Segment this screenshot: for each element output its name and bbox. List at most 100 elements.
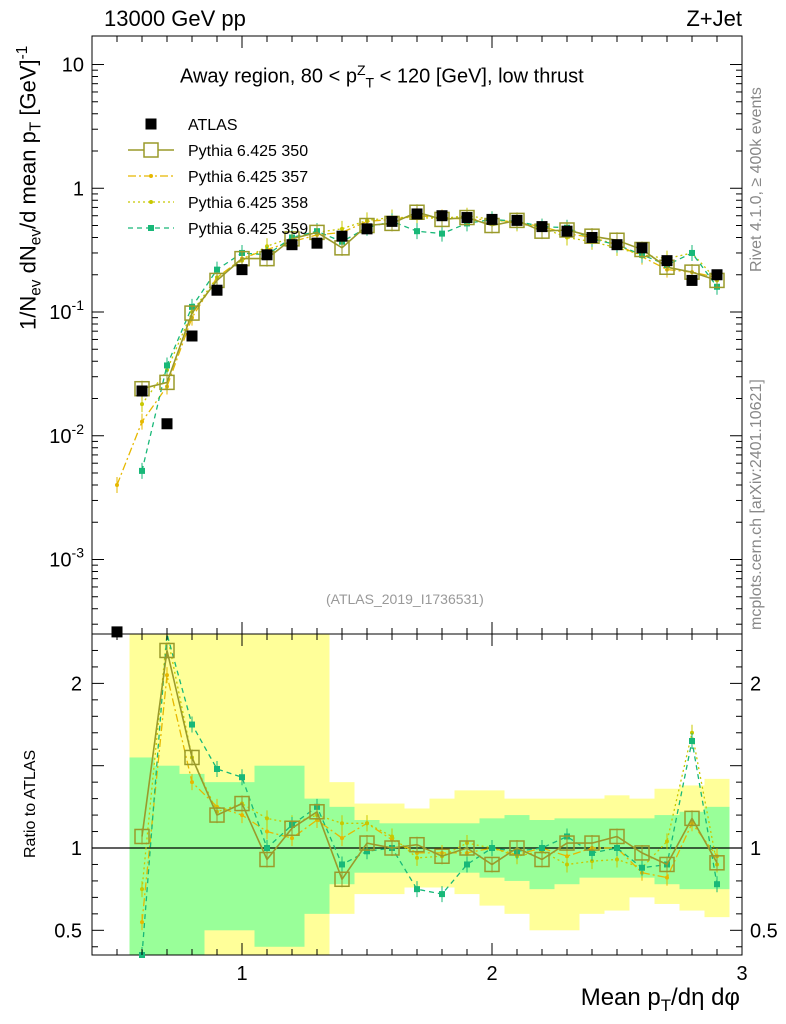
band-segment: [154, 765, 180, 955]
atlas-data-point: [511, 214, 523, 226]
legend: ATLAS Pythia 6.425 350 Pythia 6.425 357 Pyt…: [128, 117, 308, 238]
legend-atlas-label: ATLAS: [188, 117, 238, 134]
main-p350-marker: [559, 222, 575, 238]
ratio-p350-marker: [434, 848, 450, 864]
main-p359-marker: [689, 249, 695, 256]
ratio-p357-line: [141, 675, 718, 923]
main-p350-marker: [159, 374, 175, 391]
ratio-p359-marker: [214, 765, 220, 772]
ratio-p350-marker: [159, 642, 175, 659]
atlas-data-point: [236, 264, 248, 276]
ratio-p359-marker: [489, 845, 495, 851]
legend-p358-label: Pythia 6.425 358: [188, 195, 308, 212]
rivet-version-label: Rivet 4.1.0, ≥ 400k events: [748, 87, 765, 272]
main-p357-marker: [115, 482, 119, 487]
ratio-p350-marker: [284, 820, 300, 836]
main-p359-marker: [164, 362, 170, 369]
x-tick-label: 1: [236, 963, 247, 985]
atlas-data-point: [311, 237, 323, 249]
atlas-data-point: [411, 208, 423, 220]
atlas-data-point: [611, 239, 623, 251]
ratio-p357-marker: [665, 875, 669, 880]
legend-p350-label: Pythia 6.425 350: [188, 143, 308, 160]
ratio-p350-marker: [234, 795, 250, 812]
process-label: Z+Jet: [686, 6, 742, 31]
main-p359-line: [141, 218, 718, 472]
ratio-p350-marker: [209, 807, 225, 823]
main-p350-marker: [584, 228, 600, 244]
band-segment: [279, 765, 305, 947]
ratio-p359-marker: [189, 721, 195, 728]
ratio-p359-marker: [264, 845, 270, 851]
main-p358-line: [141, 215, 718, 405]
legend-p359-marker: [148, 225, 154, 231]
ratio-p350-line: [141, 650, 718, 882]
ratio-p350-marker: [709, 855, 725, 871]
ratio-p350-marker: [459, 840, 475, 856]
ratio-p350-marker: [509, 840, 525, 856]
atlas-data-point: [686, 274, 698, 286]
atlas-data-point: [436, 210, 448, 222]
ratio-y-tick-label: 0.5: [750, 920, 778, 942]
x-tick-label: 3: [736, 963, 747, 985]
atlas-data-point: [661, 255, 673, 267]
legend-p357-marker: [149, 174, 153, 178]
ratio-p358-marker: [565, 862, 569, 867]
ratio-y-tick-label: 2: [71, 673, 82, 695]
ratio-p357-marker: [565, 854, 569, 859]
y-tick-label: 10-2: [49, 421, 84, 448]
atlas-data-point: [586, 232, 598, 244]
ratio-p358-marker: [140, 887, 144, 892]
main-p357-marker: [140, 419, 144, 424]
legend-p350-marker: [143, 142, 159, 158]
main-p357-line: [116, 215, 718, 486]
plot-title: Away region, 80 < pZT < 120 [GeV], low t…: [180, 62, 584, 91]
ratio-p350-marker: [334, 871, 350, 888]
ratio-p350-marker: [259, 851, 275, 868]
atlas-data-point: [211, 284, 223, 296]
ratio-p357-marker: [240, 813, 244, 818]
ratio-p358-marker: [390, 834, 394, 839]
ratio-series-group: [134, 633, 725, 958]
atlas-data-point: [186, 330, 198, 342]
ratio-p350-marker: [359, 835, 375, 851]
ratio-y-tick-label: 1: [71, 838, 82, 860]
ratio-p350-marker: [584, 835, 600, 851]
ratio-p358-marker: [690, 730, 694, 735]
ratio-p359-marker: [614, 845, 620, 851]
y-tick-label: 10-1: [49, 297, 84, 324]
atlas-data-point: [361, 223, 373, 235]
ratio-p358-line: [141, 633, 718, 890]
ratio-p350-marker: [534, 851, 550, 868]
main-p359-marker: [214, 266, 220, 273]
ratio-p350-marker: [659, 856, 675, 873]
band-segment: [179, 773, 205, 955]
main-p359-marker: [139, 467, 145, 474]
main-p358-marker: [140, 402, 144, 407]
ratio-p359-marker: [539, 845, 545, 851]
ratio-p357-marker: [140, 920, 144, 925]
ratio-p350-marker: [134, 828, 150, 845]
ratio-p359-marker: [339, 861, 345, 868]
ratio-p357-marker: [290, 836, 294, 841]
atlas-data-point: [336, 230, 348, 242]
ratio-p358-marker: [615, 857, 619, 862]
legend-p358-marker: [149, 200, 153, 204]
y-tick-label: 10-3: [49, 544, 84, 571]
ratio-p359-marker: [364, 848, 370, 855]
ratio-p357-marker: [340, 836, 344, 841]
x-axis-title: Mean pT/dη dφ: [580, 984, 740, 1015]
ratio-y-tick-label: 0.5: [54, 920, 82, 942]
ratio-p357-marker: [190, 780, 194, 785]
main-series-group: [111, 204, 725, 638]
atlas-data-point: [536, 221, 548, 233]
ratio-p350-marker: [484, 856, 500, 873]
atlas-data-point: [286, 239, 298, 251]
atlas-data-point: [461, 212, 473, 224]
ratio-p359-marker: [414, 886, 420, 893]
ratio-p359-marker: [639, 864, 645, 871]
main-p350-marker: [509, 212, 525, 229]
ratio-p359-marker: [239, 774, 245, 781]
main-p359-marker: [414, 228, 420, 235]
x-tick-label: 2: [486, 963, 497, 985]
